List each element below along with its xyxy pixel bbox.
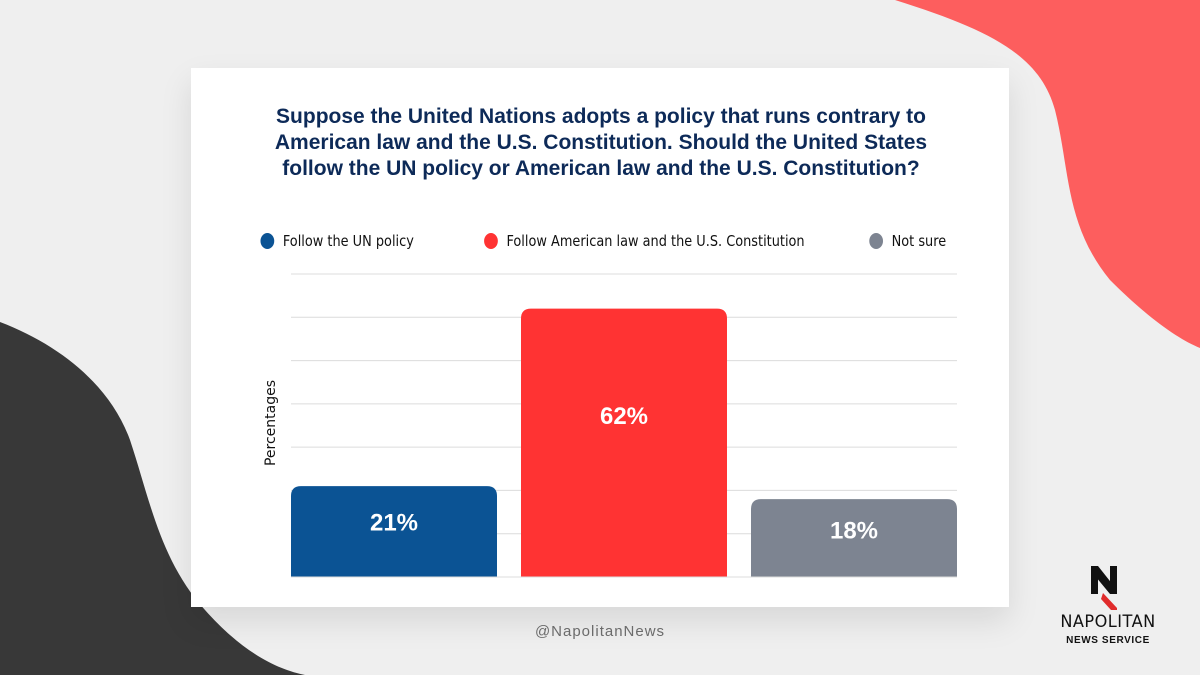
chart-card: Suppose the United Nations adopts a poli…	[191, 68, 1009, 607]
chart-title: Suppose the United Nations adopts a poli…	[274, 105, 928, 180]
bar-plot: 21% 62% 18%	[291, 273, 957, 578]
social-handle: @NapolitanNews	[534, 623, 666, 640]
legend-swatch-american-law	[484, 233, 498, 249]
brand-subtitle: NEWS SERVICE	[1066, 635, 1150, 646]
bar-value-label-1: 62%	[600, 403, 648, 430]
legend-item-not-sure: Not sure	[869, 228, 946, 254]
bar-1	[521, 308, 727, 577]
y-axis-label: Percentages	[263, 379, 279, 467]
legend-swatch-un-policy	[260, 233, 275, 249]
legend-label-american-law: Follow American law and the U.S. Constit…	[506, 232, 805, 250]
legend-item-un-policy: Follow the UN policy	[260, 228, 414, 254]
napolitan-logo: NAPOLITAN NEWS SERVICE	[1043, 566, 1173, 656]
coral-blob	[895, 0, 1200, 348]
legend-label-un-policy: Follow the UN policy	[282, 232, 414, 250]
bar-0	[291, 486, 497, 577]
legend-item-american-law: Follow American law and the U.S. Constit…	[484, 228, 805, 254]
bar-value-label-2: 18%	[830, 517, 878, 544]
brand-name: NAPOLITAN	[1060, 612, 1156, 632]
n-logo-icon	[1091, 566, 1117, 610]
legend-label-not-sure: Not sure	[891, 232, 946, 250]
chart-legend: Follow the UN policy Follow American law…	[191, 228, 1009, 254]
bar-2	[751, 499, 957, 577]
dark-blob	[0, 322, 305, 675]
bar-value-label-0: 21%	[370, 509, 418, 536]
legend-swatch-not-sure	[869, 233, 883, 249]
